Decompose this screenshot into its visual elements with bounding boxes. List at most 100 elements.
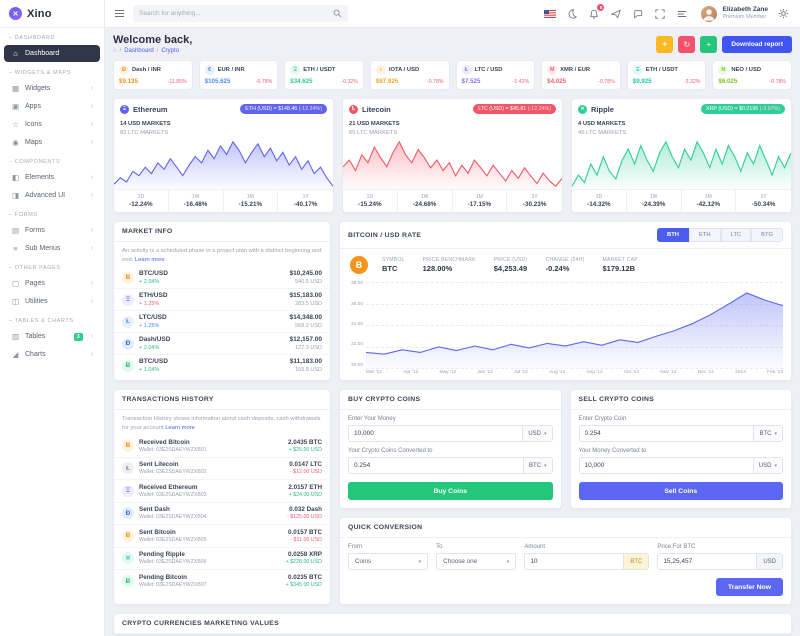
sidebar-item-charts[interactable]: ◢ Charts › bbox=[4, 346, 100, 363]
theme-moon-icon[interactable] bbox=[565, 7, 578, 20]
chevron-down-icon: ▾ bbox=[774, 430, 777, 437]
send-icon[interactable] bbox=[609, 7, 622, 20]
from-select-value: Coins bbox=[355, 558, 372, 566]
sidebar-item-apps[interactable]: ▣ Apps › bbox=[4, 98, 100, 115]
price-input[interactable] bbox=[658, 554, 757, 570]
coin-icon: Ð bbox=[119, 65, 129, 75]
y-tick-label: 38.00 bbox=[350, 281, 363, 287]
add-button[interactable]: + bbox=[700, 35, 718, 53]
ticker-top: € EUR / INR bbox=[204, 65, 273, 75]
transaction-amount: 0.0157 BTC bbox=[288, 528, 322, 536]
menu-toggle-icon[interactable] bbox=[115, 9, 124, 18]
market-change: + 1.04% bbox=[139, 366, 160, 373]
rate-tab-btg[interactable]: BTG bbox=[751, 228, 783, 243]
to-select[interactable]: Choose one ▾ bbox=[436, 553, 517, 571]
pill-price: ETH (USD) = $148.46 bbox=[245, 106, 299, 112]
buy-coins-input[interactable] bbox=[349, 458, 523, 474]
buy-coins-currency-select[interactable]: BTC ▾ bbox=[522, 458, 552, 474]
ticker-card[interactable]: Ð Dash / INR $9.135 -11.85% bbox=[113, 60, 193, 90]
coin-markets: 14 USD MARKETS 82 LTC MARKETS bbox=[114, 119, 333, 139]
sell-coin-input[interactable] bbox=[579, 426, 754, 442]
download-report-button[interactable]: Download report bbox=[722, 35, 792, 53]
sell-coin-currency-select[interactable]: BTC ▾ bbox=[753, 426, 782, 442]
sidebar-item-sub-menus[interactable]: ≡ Sub Menus › bbox=[4, 240, 100, 257]
home-icon[interactable]: ⌂ bbox=[113, 48, 117, 54]
coin-sparkline-chart bbox=[343, 139, 562, 190]
chat-icon[interactable] bbox=[631, 7, 644, 20]
coin-stat-cell: 1D -15.24% bbox=[343, 190, 398, 213]
sidebar-item-forms[interactable]: ▤ Forms › bbox=[4, 222, 100, 239]
sell-money-label: Your Money Converted to bbox=[578, 448, 647, 455]
sell-coins-button[interactable]: Sell Coins bbox=[578, 482, 783, 501]
ticker-change: -0.32% bbox=[341, 78, 358, 85]
market-price: $11,183.00 bbox=[289, 358, 322, 366]
topbar: 5 Elizab bbox=[105, 0, 800, 28]
refresh-button[interactable]: ↻ bbox=[678, 35, 696, 53]
buy-money-currency-select[interactable]: USD ▾ bbox=[522, 426, 552, 442]
x-tick-label: May '12 bbox=[439, 370, 457, 376]
coin-card-header: Ł Litecoin LTC (USD) = $45.81 (-12.24%) bbox=[343, 99, 562, 119]
sidebar-item-widgets[interactable]: ▦ Widgets › bbox=[4, 80, 100, 97]
sidebar-item-advanced-ui[interactable]: ◨ Advanced UI › bbox=[4, 187, 100, 204]
buy-card-title: BUY CRYPTO COINS bbox=[348, 396, 421, 404]
stat-period-label: 1M bbox=[246, 194, 254, 201]
transaction-amount: 0.0147 LTC bbox=[289, 461, 322, 469]
coin-icon: Ξ bbox=[122, 293, 134, 306]
breadcrumb-dashboard[interactable]: Dashboard bbox=[124, 48, 154, 54]
sidebar-item-pages[interactable]: ▢ Pages › bbox=[4, 275, 100, 292]
sidebar-item-maps[interactable]: ◉ Maps › bbox=[4, 134, 100, 151]
user-role: Premium Member bbox=[722, 14, 767, 21]
buy-coins-button[interactable]: Buy Coins bbox=[348, 482, 553, 501]
ticker-card[interactable]: € EUR / INR $105.625 -0.78% bbox=[198, 60, 279, 90]
from-select[interactable]: Coins ▾ bbox=[348, 553, 429, 571]
transactions-list: Ƀ Received Bitcoin Wallet: 03E2SDAEYWZXB01… bbox=[114, 435, 330, 592]
layout-toggle-icon[interactable] bbox=[675, 7, 688, 20]
coin-price-pill: ETH (USD) = $148.46 (-12.24%) bbox=[240, 104, 327, 114]
stat-change-value: -12.24% bbox=[129, 201, 153, 209]
ticker-card[interactable]: Ł LTC / USD $7.525 -1.42% bbox=[455, 60, 536, 90]
search-input[interactable] bbox=[139, 10, 329, 17]
rate-tab-eth[interactable]: ETH bbox=[688, 228, 721, 243]
sell-money-input[interactable] bbox=[579, 458, 753, 474]
ticker-bottom: $7.525 -1.42% bbox=[462, 78, 530, 85]
language-flag-icon[interactable] bbox=[543, 7, 556, 20]
sidebar-item-utilities[interactable]: ◫ Utilities › bbox=[4, 293, 100, 310]
ticker-card[interactable]: Ξ ETH / USDT $34.625 -0.32% bbox=[284, 60, 364, 90]
ticker-card[interactable]: ι IOTA / USD $67.925 -0.78% bbox=[369, 60, 450, 90]
transaction-name: Sent Litecoin bbox=[139, 461, 179, 469]
stat-change-value: -16.48% bbox=[183, 201, 208, 209]
transfer-now-button[interactable]: Transfer Now bbox=[715, 578, 783, 597]
ticker-card[interactable]: N NEO / USD $6.025 -0.78% bbox=[712, 60, 792, 90]
ticker-card[interactable]: M XMR / EUR $4.025 -0.78% bbox=[541, 60, 621, 90]
coin-name: ✕ Ripple bbox=[578, 104, 614, 114]
sell-money-currency-select[interactable]: USD ▾ bbox=[752, 458, 782, 474]
learn-more-link[interactable]: Learn more bbox=[165, 424, 195, 431]
ticker-card[interactable]: Ξ ETH / USDT $9.925 -3.32% bbox=[626, 60, 707, 90]
learn-more-link[interactable]: Learn more bbox=[134, 256, 165, 263]
rate-tab-ltc[interactable]: LTC bbox=[720, 228, 752, 243]
logo[interactable]: ✕ Xino bbox=[0, 0, 104, 28]
announcements-button[interactable]: ✦ bbox=[656, 35, 674, 53]
ticker-bottom: $9.925 -3.32% bbox=[633, 78, 701, 85]
amount-input[interactable] bbox=[525, 554, 624, 570]
settings-gear-icon[interactable] bbox=[777, 7, 790, 20]
sidebar-item-dashboard[interactable]: ⌂ Dashboard bbox=[4, 45, 100, 62]
notifications-bell-icon[interactable]: 5 bbox=[587, 4, 605, 20]
sidebar-item-icons[interactable]: ☆ Icons › bbox=[4, 116, 100, 133]
rate-tab-bth[interactable]: BTH bbox=[657, 228, 689, 243]
transaction-amount: 2.0435 BTC bbox=[288, 438, 322, 446]
search-box[interactable] bbox=[133, 5, 348, 22]
buy-money-input[interactable] bbox=[349, 426, 523, 442]
user-menu[interactable]: Elizabeth Zane Premium Member bbox=[701, 5, 768, 22]
ticker-top: M XMR / EUR bbox=[547, 65, 615, 75]
market-pair: Dash/USD bbox=[139, 336, 171, 344]
chart-y-axis: 38.00 36.00 34.00 32.00 30.00 bbox=[346, 282, 366, 368]
transaction-name-block: Pending Ripple Wallet: 03E2SDAEYWZXB06 bbox=[139, 551, 207, 565]
chevron-right-icon: › bbox=[90, 174, 93, 181]
sidebar-item-elements[interactable]: ◧ Elements › bbox=[4, 169, 100, 186]
tables-badge: 3 bbox=[73, 332, 83, 341]
sidebar-item-tables[interactable]: ▥ Tables 3 › bbox=[4, 328, 100, 345]
market-info-description: An activity is a scheduled phase in a pr… bbox=[122, 248, 322, 263]
fullscreen-icon[interactable] bbox=[653, 7, 666, 20]
btc-rate-stats: Ƀ SYMBOL BTC PRICE BENCHMARK 128.00% PRICE (… bbox=[340, 249, 791, 278]
